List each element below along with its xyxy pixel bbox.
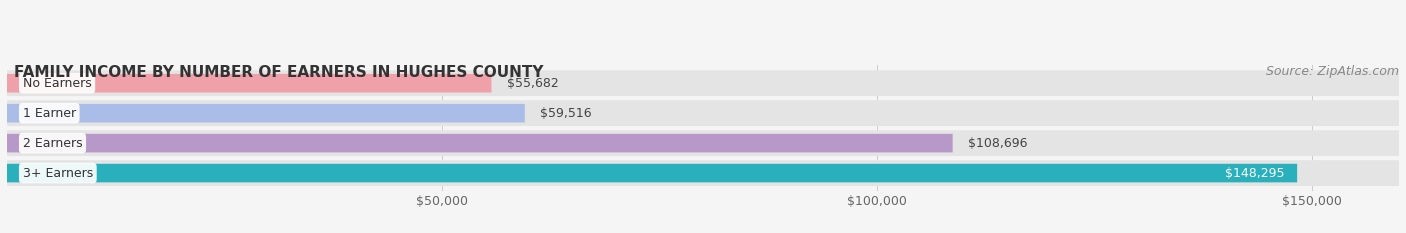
FancyBboxPatch shape [7, 160, 1399, 186]
FancyBboxPatch shape [7, 70, 1399, 96]
Text: Source: ZipAtlas.com: Source: ZipAtlas.com [1265, 65, 1399, 78]
FancyBboxPatch shape [7, 164, 1298, 182]
FancyBboxPatch shape [7, 130, 1399, 156]
Text: $148,295: $148,295 [1225, 167, 1284, 180]
Text: $59,516: $59,516 [540, 107, 592, 120]
Text: No Earners: No Earners [22, 77, 91, 90]
FancyBboxPatch shape [7, 100, 1399, 126]
FancyBboxPatch shape [7, 74, 492, 93]
Text: $108,696: $108,696 [969, 137, 1028, 150]
Text: FAMILY INCOME BY NUMBER OF EARNERS IN HUGHES COUNTY: FAMILY INCOME BY NUMBER OF EARNERS IN HU… [14, 65, 544, 80]
Text: 3+ Earners: 3+ Earners [22, 167, 93, 180]
Text: $55,682: $55,682 [508, 77, 558, 90]
Text: 2 Earners: 2 Earners [22, 137, 83, 150]
FancyBboxPatch shape [7, 104, 524, 123]
FancyBboxPatch shape [7, 134, 953, 152]
Text: 1 Earner: 1 Earner [22, 107, 76, 120]
